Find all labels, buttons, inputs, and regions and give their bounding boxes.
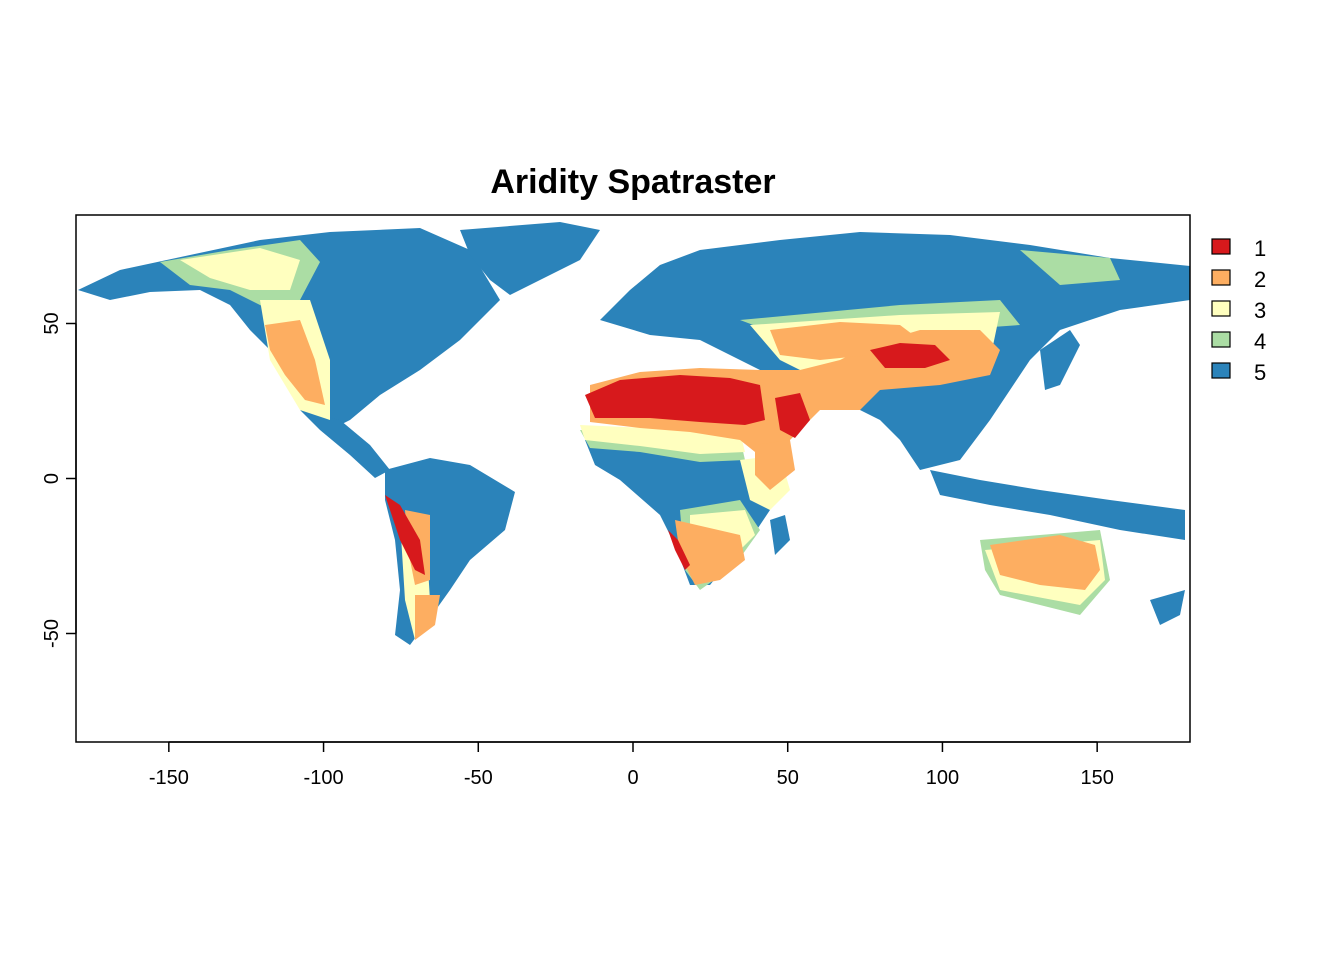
x-tick-label: 100 (926, 767, 959, 789)
legend-swatch-4 (1211, 331, 1231, 348)
sahara (585, 375, 765, 425)
arabian-desert (775, 393, 810, 438)
legend-label-5: 5 (1254, 360, 1266, 385)
legend-label-4: 4 (1254, 329, 1266, 354)
legend-label-1: 1 (1254, 236, 1266, 261)
x-tick-label: -100 (304, 767, 344, 789)
horn-of-africa (755, 440, 795, 490)
madagascar (770, 515, 790, 555)
japan (1040, 330, 1080, 390)
x-tick-label: 50 (777, 767, 799, 789)
kalahari (675, 520, 745, 585)
central-america (300, 410, 390, 478)
map-title: Aridity Spatraster (490, 163, 776, 201)
atacama (385, 495, 425, 575)
legend-swatch-5 (1211, 362, 1231, 379)
x-tick-label: -150 (149, 767, 189, 789)
legend-label-3: 3 (1254, 298, 1266, 323)
legend-swatch-2 (1211, 269, 1231, 286)
y-tick-label: 50 (41, 312, 63, 334)
us-southwest (265, 320, 325, 405)
legend-label-2: 2 (1254, 267, 1266, 292)
x-axis: -150 -100 -50 0 50 100 150 (149, 741, 1114, 789)
aridity-class-1-regions (385, 343, 950, 575)
greenland (460, 222, 600, 295)
namib (668, 530, 690, 570)
legend-swatch-3 (1211, 300, 1231, 317)
land-raster (78, 222, 1190, 645)
y-tick-label: -50 (41, 619, 63, 648)
australia-interior (990, 535, 1100, 590)
indonesia (930, 470, 1185, 540)
patagonia (415, 595, 440, 640)
x-tick-label: 0 (627, 767, 638, 789)
new-zealand (1150, 590, 1185, 625)
legend-swatch-1 (1211, 238, 1231, 255)
y-tick-label: 0 (41, 473, 63, 484)
y-axis: -50 0 50 (41, 312, 77, 648)
taklamakan (870, 343, 950, 368)
x-tick-label: -50 (464, 767, 493, 789)
legend: 1 2 3 4 5 (1211, 236, 1266, 385)
x-tick-label: 150 (1080, 767, 1113, 789)
